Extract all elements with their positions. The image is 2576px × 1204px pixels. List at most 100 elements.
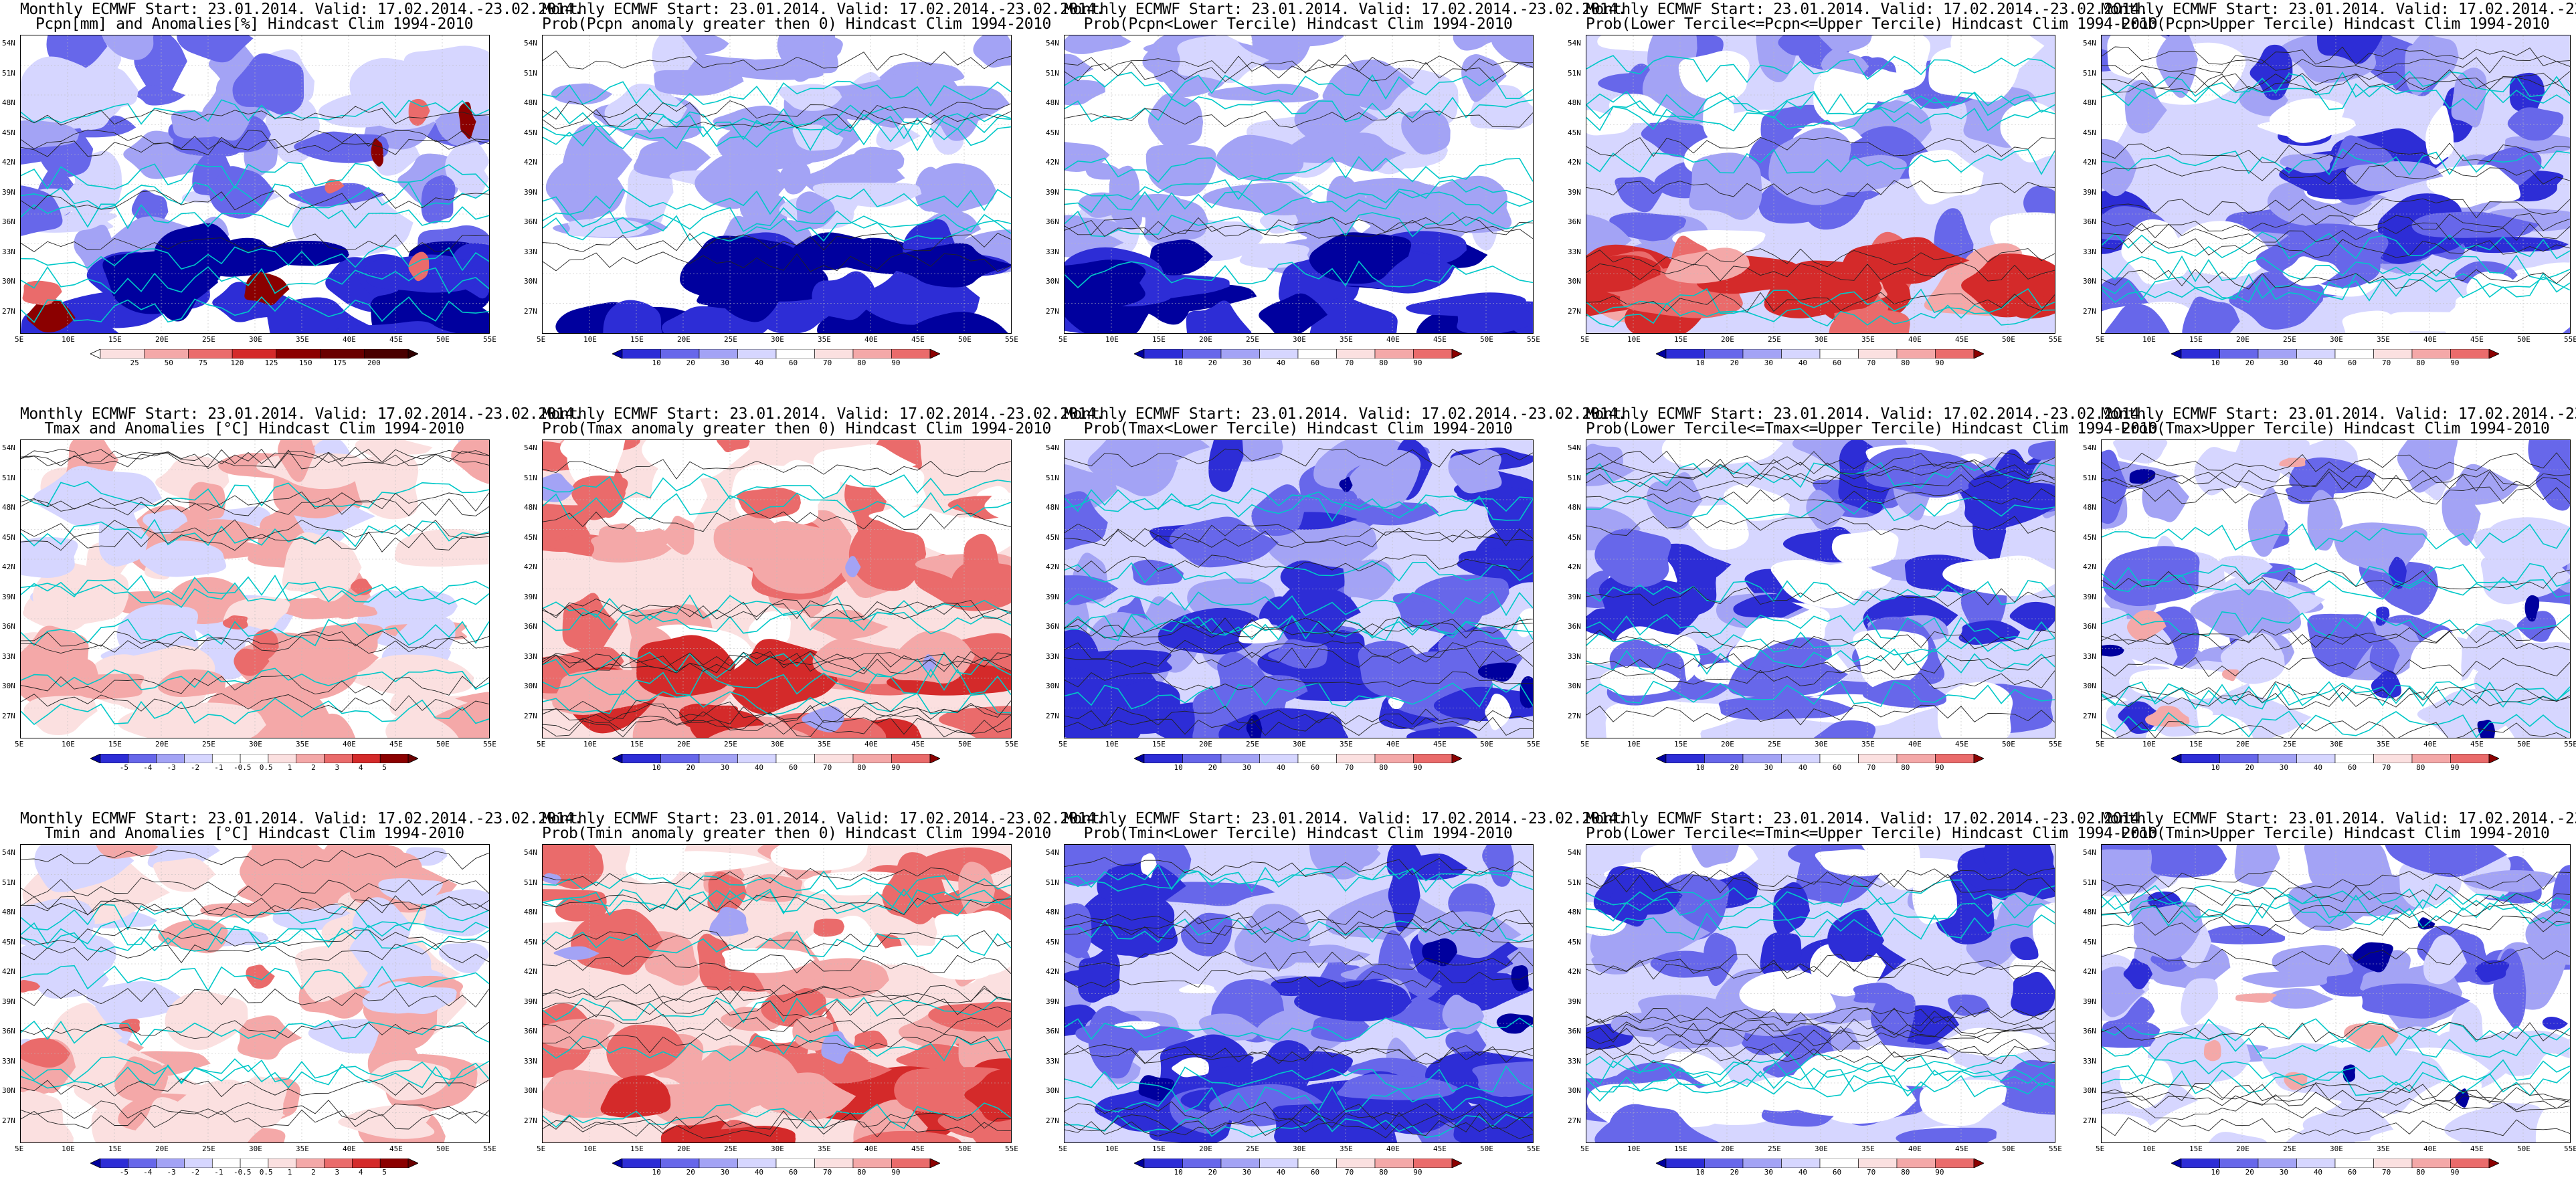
lat-label: 39N xyxy=(2083,187,2096,197)
colorbar-segment xyxy=(2181,753,2220,764)
coastline xyxy=(2102,611,2570,638)
field-area xyxy=(2269,98,2344,143)
colorbar-segment xyxy=(1413,1158,1453,1169)
colorbar-tick-label: 80 xyxy=(2416,1168,2425,1177)
colorbar-segment xyxy=(320,348,365,359)
isoline xyxy=(1065,54,1533,74)
lon-label: 10E xyxy=(1627,335,1641,344)
coastline xyxy=(543,113,1011,140)
lon-label: 35E xyxy=(296,335,309,344)
lat-label: 30N xyxy=(524,682,537,690)
field-area xyxy=(1131,559,1184,586)
colorbar-segment xyxy=(184,753,213,764)
colorbar: 10 20 30 40 60 70 80 90 xyxy=(1133,753,1463,773)
lon-label: 35E xyxy=(2377,1144,2390,1153)
colorbar-segment xyxy=(1858,348,1898,359)
isoline xyxy=(21,446,489,468)
field-area xyxy=(118,702,266,738)
forecast-map xyxy=(1064,439,1534,738)
lat-label: 30N xyxy=(1046,682,1059,690)
field-area xyxy=(2113,440,2168,464)
lon-label: 55E xyxy=(1005,335,1018,344)
lat-label: 39N xyxy=(524,997,537,1006)
colorbar-tick-label: 60 xyxy=(788,359,798,367)
colorbar-segment xyxy=(2334,753,2374,764)
lat-label: 48N xyxy=(1046,98,1059,107)
field-area xyxy=(294,131,389,163)
colorbar-segment xyxy=(1297,1158,1337,1169)
lat-label: 39N xyxy=(2083,997,2096,1006)
field-area xyxy=(1339,476,1353,492)
coastline xyxy=(21,581,489,608)
isoline xyxy=(543,511,1011,532)
coastline xyxy=(1065,1111,1533,1138)
isoline xyxy=(1586,292,2055,313)
lon-label: 50E xyxy=(436,335,450,344)
isoline xyxy=(543,998,1011,1019)
coastline xyxy=(1586,680,2055,708)
field-area xyxy=(737,488,801,519)
lat-label: 33N xyxy=(2,247,15,256)
colorbar-tick-label: 175 xyxy=(333,359,347,367)
lat-label: 33N xyxy=(2,1056,15,1066)
field-area xyxy=(1665,247,1750,284)
lon-label: 15E xyxy=(108,740,122,748)
colorbar-segment xyxy=(2334,1158,2374,1169)
lon-label: 30E xyxy=(771,740,784,748)
lon-label: 35E xyxy=(1340,335,1353,344)
colorbar-tick-label: -0.5 xyxy=(234,1168,252,1177)
colorbar-segment xyxy=(1665,1158,1705,1169)
lon-label: 40E xyxy=(343,1144,356,1153)
lat-label: 45N xyxy=(2083,128,2096,137)
field-area xyxy=(802,706,844,732)
lat-label: 51N xyxy=(1568,473,1581,482)
coastline xyxy=(543,473,1011,501)
field-area xyxy=(1813,720,1876,738)
panel-title: Monthly ECMWF Start: 23.01.2014. Valid: … xyxy=(542,1,1105,18)
forecast-map xyxy=(542,439,1012,738)
lat-label: 30N xyxy=(524,277,537,286)
isoline xyxy=(543,109,1011,130)
colorbar-cap xyxy=(90,753,101,764)
colorbar-tick-label: -1 xyxy=(214,1168,223,1177)
isoline xyxy=(21,895,489,916)
lat-label: 51N xyxy=(2,68,15,78)
lat-label: 42N xyxy=(2,158,15,167)
colorbar-segment xyxy=(660,348,700,359)
isoline xyxy=(543,651,1011,670)
lat-label: 45N xyxy=(1568,128,1581,137)
field-area xyxy=(659,851,771,873)
field-area xyxy=(958,862,996,915)
coastline xyxy=(2102,1018,2570,1043)
lat-label: 33N xyxy=(1046,247,1059,256)
lon-label: 5E xyxy=(2096,740,2105,748)
colorbar: 25 50 75 120 125 150 175 200 xyxy=(90,348,419,369)
colorbar-tick-label: 10 xyxy=(2211,763,2220,772)
coastline xyxy=(1586,462,2055,489)
colorbar-tick-label: 10 xyxy=(1695,763,1705,772)
lat-label: 54N xyxy=(1046,39,1059,47)
lat-label: 54N xyxy=(1568,443,1581,452)
isoline xyxy=(1586,1007,2055,1025)
lon-label: 35E xyxy=(1861,335,1875,344)
panel-subtitle: Prob(Pcpn<Lower Tercile) Hindcast Clim 1… xyxy=(1083,15,1513,33)
field-area xyxy=(1262,585,1361,644)
lon-label: 25E xyxy=(202,740,215,748)
colorbar-tick-label: 80 xyxy=(1901,359,1910,367)
panel-subtitle: Prob(Pcpn anomaly greater then 0) Hindca… xyxy=(542,15,1051,33)
isoline xyxy=(21,497,489,516)
colorbar-tick-label: -3 xyxy=(167,763,176,772)
field-area xyxy=(2289,457,2377,494)
colorbar-tick-label: 80 xyxy=(1379,1168,1388,1177)
lon-label: 50E xyxy=(958,335,972,344)
colorbar-tick-label: 80 xyxy=(857,359,866,367)
colorbar-segment xyxy=(1297,753,1337,764)
field-area xyxy=(897,312,1008,333)
field-area xyxy=(153,858,216,892)
field-area xyxy=(1819,35,1872,53)
coastline xyxy=(21,903,489,931)
colorbar-cap xyxy=(2171,753,2182,764)
colorbar-tick-label: 40 xyxy=(1276,1168,1286,1177)
isoline xyxy=(1586,262,2055,282)
coastline xyxy=(1586,580,2055,606)
